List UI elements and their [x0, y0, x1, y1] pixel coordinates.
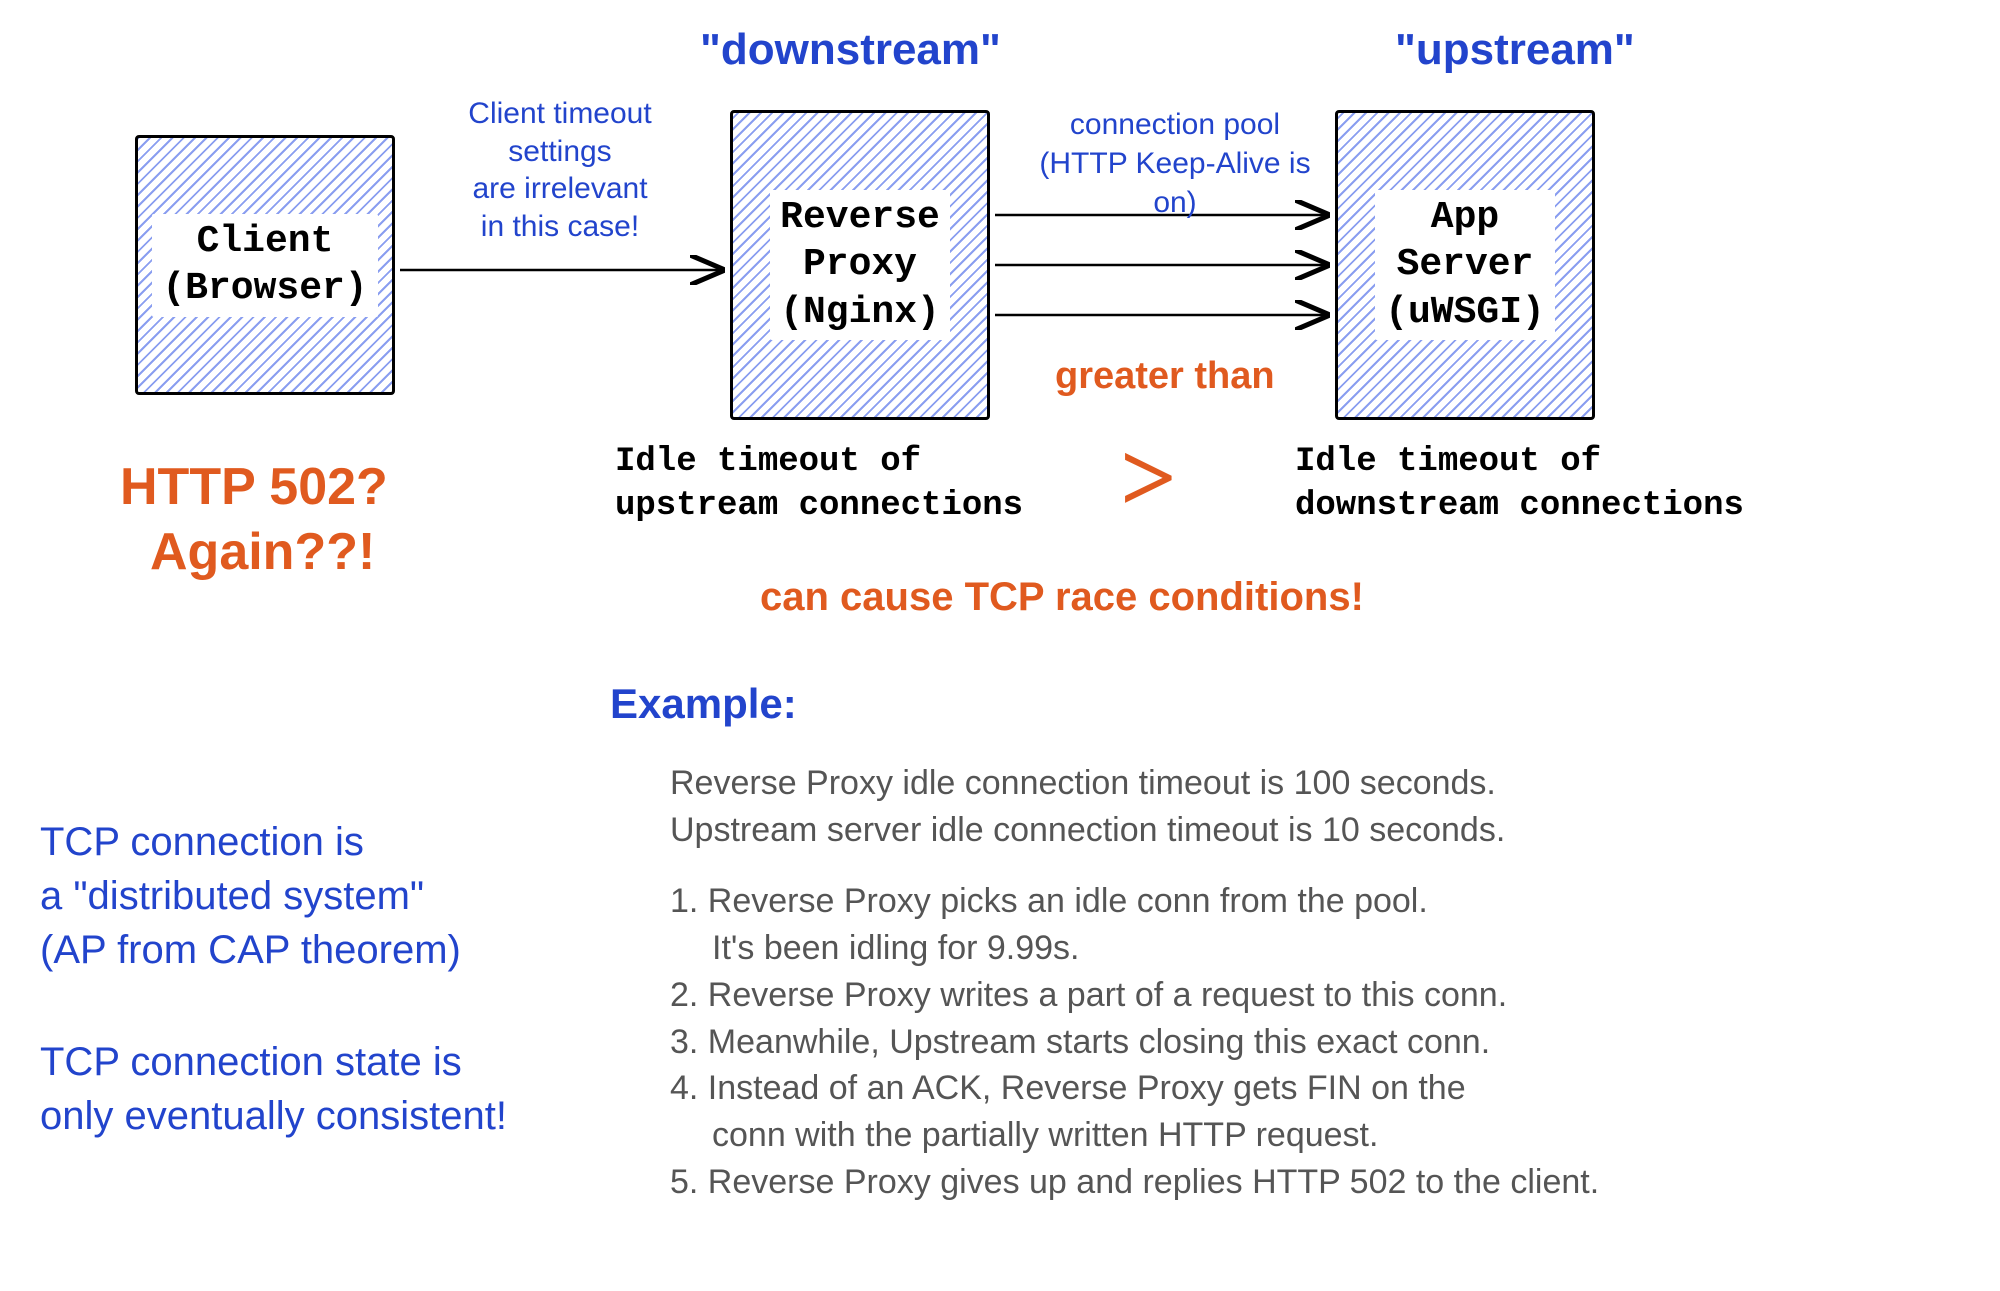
example-step-2: 2. Reverse Proxy writes a part of a requ…	[670, 972, 1599, 1019]
example-intro-l1: Reverse Proxy idle connection timeout is…	[670, 760, 1599, 807]
example-body: Reverse Proxy idle connection timeout is…	[670, 760, 1599, 1206]
example-intro-l2: Upstream server idle connection timeout …	[670, 807, 1599, 854]
gt-symbol: >	[1120, 420, 1177, 535]
diagram-canvas: "downstream" "upstream" Client (Browser)…	[0, 0, 2000, 1291]
tcp-consistent-note: TCP connection state is only eventually …	[40, 1035, 507, 1143]
example-step-1-l1: 1. Reverse Proxy picks an idle conn from…	[670, 878, 1599, 925]
client-timeout-note: Client timeout settings are irrelevant i…	[410, 95, 710, 245]
example-step-3: 3. Meanwhile, Upstream starts closing th…	[670, 1019, 1599, 1066]
idle-timeout-right: Idle timeout of downstream connections	[1295, 440, 1744, 528]
example-step-5: 5. Reverse Proxy gives up and replies HT…	[670, 1159, 1599, 1206]
example-step-4-l1: 4. Instead of an ACK, Reverse Proxy gets…	[670, 1065, 1599, 1112]
example-step-1-l2: It's been idling for 9.99s.	[670, 925, 1599, 972]
greater-than-label: greater than	[1055, 355, 1275, 398]
race-condition-label: can cause TCP race conditions!	[760, 575, 1364, 620]
example-heading: Example:	[610, 680, 797, 728]
http-502-callout: HTTP 502? Again??!	[120, 455, 388, 585]
connection-pool-note: connection pool (HTTP Keep-Alive is on)	[1015, 105, 1335, 222]
example-step-4-l2: conn with the partially written HTTP req…	[670, 1112, 1599, 1159]
tcp-distributed-note: TCP connection is a "distributed system"…	[40, 815, 461, 977]
idle-timeout-left: Idle timeout of upstream connections	[615, 440, 1023, 528]
